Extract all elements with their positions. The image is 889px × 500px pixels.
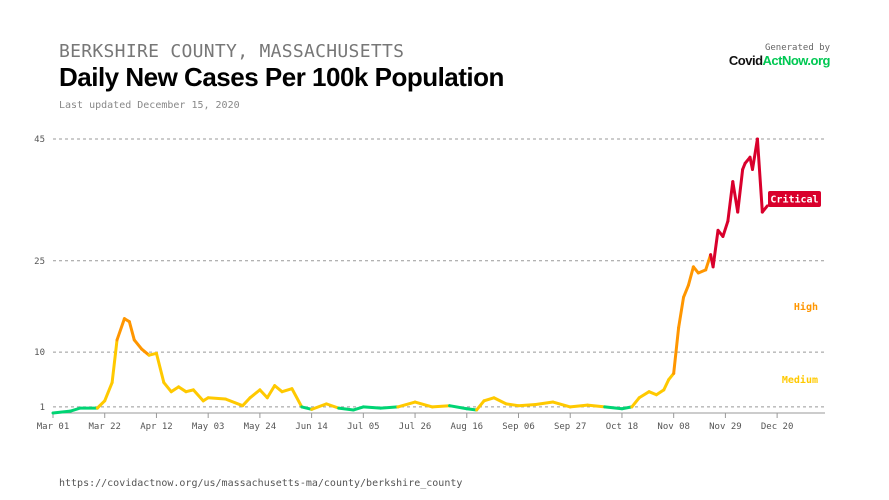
series-line-segment [682,283,690,299]
x-tick-label: Sep 27 [554,422,587,432]
series-line-segment [630,396,641,409]
series-line-segment [265,384,277,400]
x-tick-label: Oct 18 [606,422,639,432]
series-line-segment [677,295,686,330]
series-line-segment [551,400,572,409]
series-line-segment [191,388,205,403]
series-line-segment [379,405,400,410]
chart-title: Daily New Cases Per 100k Population [59,62,504,92]
series-line-segment [711,228,720,269]
series-line-segment [103,381,114,403]
series-line-segment [721,219,730,238]
series-line-segment [115,317,126,342]
x-tick-label: Dec 20 [761,422,794,432]
series-line-segment [475,399,486,412]
series-line-segment [273,384,284,394]
series-line-segment [448,404,469,411]
x-tick-label: Jun 14 [295,422,328,432]
series-line-segment [324,402,341,410]
x-tick-label: Nov 29 [709,422,742,432]
series-line-segment [504,402,521,408]
series-line-segment [413,400,434,409]
series-line-segment [672,326,681,375]
x-tick-label: Nov 08 [657,422,690,432]
x-tick-label: May 24 [244,422,277,432]
series-line-segment [241,396,252,408]
series-line-segment [726,180,735,223]
series-line-segment [51,409,72,415]
series-line-segment [662,378,671,392]
series-line-segment [637,390,651,400]
series-line-segment [603,405,624,411]
series-line-segment [223,397,245,408]
series-line-segment [68,406,82,413]
series-line-segment [568,403,589,409]
series-line-segment [127,320,136,342]
y-tick-label: 10 [34,348,45,358]
y-tick-label: 45 [34,135,45,145]
series-line-segment [686,265,695,287]
series-line-segment [132,338,144,351]
series-line-segment [534,400,555,406]
series-line-segment [585,403,607,409]
series-line-segment [517,402,538,408]
x-tick-label: May 03 [192,422,225,432]
cases-chart: 1 10 25 45 Mar 01 Mar 22 Apr 12 May 03 May 24 Jun… [34,135,825,432]
x-tick-label: Aug 16 [451,422,484,432]
series-line-segment [351,405,365,412]
series-line-segment [337,406,355,412]
series-line-segment [430,404,452,409]
x-tick-label: Jul 05 [347,422,380,432]
series-line-segment [162,381,173,394]
series-line-segment [206,396,227,401]
series-line-segment [154,351,166,385]
series-line-segment [482,396,496,403]
series-line-segment [736,167,745,214]
x-tick-label: Mar 01 [37,422,70,432]
x-tick-label: Apr 12 [140,422,173,432]
series-line-segment [465,407,479,412]
y-tick-label: 25 [34,257,45,267]
series-line-segment [620,405,634,411]
series-line-segment [300,405,314,411]
series-line-segment [755,137,764,214]
series-line-segment [258,388,269,400]
series-line-segment [290,387,304,409]
covidactnow-logo[interactable]: CovidActNow.org [728,53,831,68]
series-line-segment [760,204,769,214]
x-tick-label: Sep 06 [502,422,535,432]
series-line-segment [310,402,328,411]
critical-label: Critical [770,193,818,205]
series-line-segment [361,405,383,410]
last-updated: Last updated December 15, 2020 [59,100,240,111]
series-line-segment [95,399,107,410]
x-tick-label: Jul 26 [399,422,432,432]
series-line-segment [110,338,119,385]
region-subtitle: BERKSHIRE COUNTY, MASSACHUSETTS [59,41,405,62]
series-line-segment [140,347,151,357]
series-line-segment [248,388,262,400]
critical-label-badge [768,190,821,207]
y-tick-label: 1 [40,403,45,413]
high-label: High [794,301,818,313]
x-tick-label: Mar 22 [88,422,121,432]
generated-by-label: Generated by [764,43,830,53]
series-line-segment [492,396,508,406]
series-line-segment [396,400,417,409]
series-line-segment [280,387,294,394]
source-url[interactable]: https://covidactnow.org/us/massachusetts… [59,478,463,489]
branding: Generated by CovidActNow.org [728,43,831,68]
medium-label: Medium [782,374,818,386]
